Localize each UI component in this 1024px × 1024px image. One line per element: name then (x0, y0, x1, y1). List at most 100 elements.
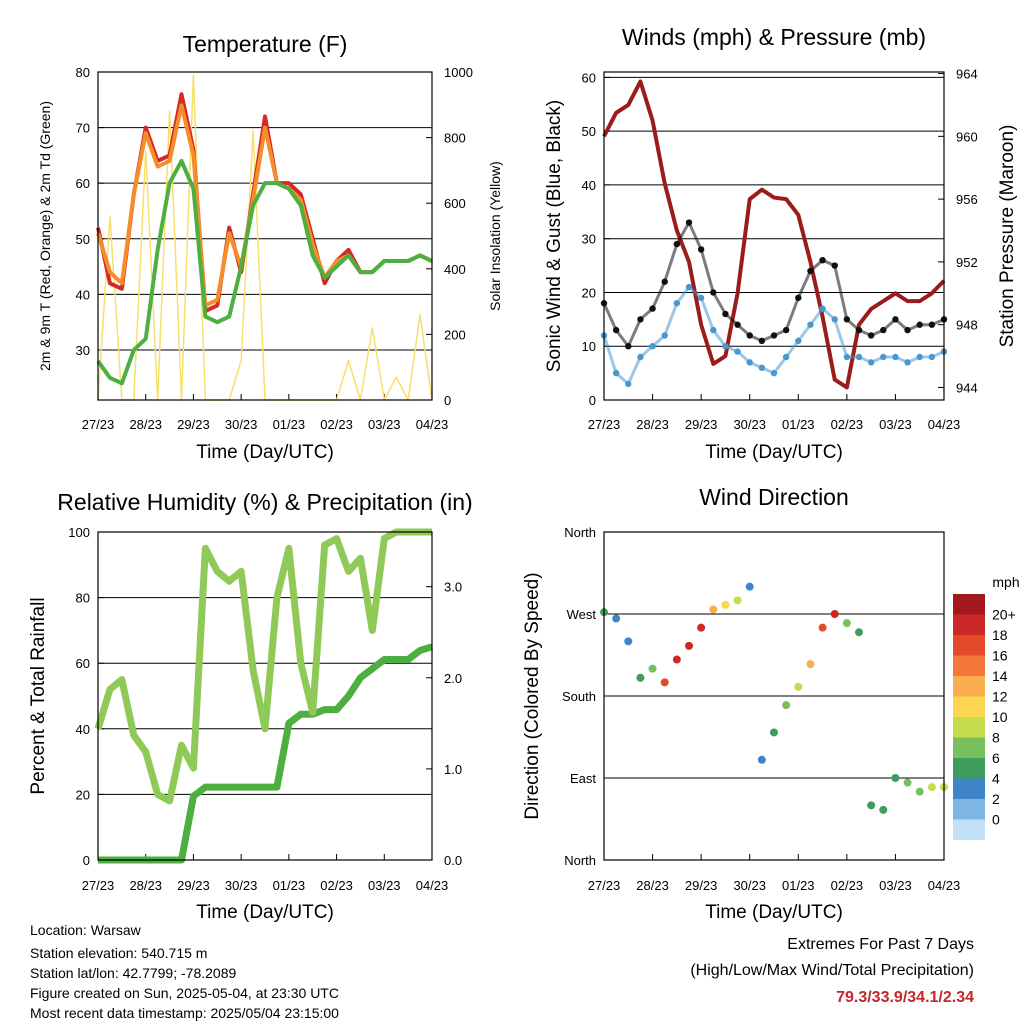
recent-data-text: Most recent data timestamp: 2025/05/04 2… (30, 1005, 339, 1021)
data-point (915, 787, 924, 796)
y-tick-label: 60 (76, 176, 90, 191)
panel-3-xlabel: Time (Day/UTC) (705, 902, 843, 923)
colorbar-swatch (953, 635, 985, 656)
y-tick-label: 20 (76, 787, 90, 802)
y-tick-label: 50 (582, 124, 596, 139)
x-tick-label: 27/23 (588, 878, 621, 893)
y2-tick-label: 200 (444, 327, 466, 342)
y-tick-label: 100 (68, 525, 90, 540)
y2-tick-label: 964 (956, 67, 978, 82)
y-tick-label: 80 (76, 65, 90, 80)
panel-1-title: Winds (mph) & Pressure (mb) (622, 24, 926, 50)
y2-tick-label: 800 (444, 131, 466, 146)
data-point (867, 801, 876, 810)
latlon-text: Station lat/lon: 42.7799; -78.2089 (30, 965, 237, 981)
x-tick-label: 04/23 (416, 878, 449, 893)
x-tick-label: 03/23 (368, 417, 401, 432)
x-tick-label: 02/23 (320, 417, 353, 432)
data-point (770, 728, 778, 737)
panel-2-title: Relative Humidity (%) & Precipitation (i… (57, 489, 472, 515)
x-tick-label: 04/23 (928, 878, 961, 893)
y2-tick-label: 1000 (444, 65, 473, 80)
data-point (927, 783, 936, 792)
x-tick-label: 02/23 (831, 878, 864, 893)
data-point (624, 637, 633, 646)
series-relative-humidity (94, 528, 432, 805)
panel-2-xlabel: Time (Day/UTC) (196, 902, 334, 923)
panel-2-frame (97, 531, 433, 861)
y-tick-label: 40 (76, 722, 90, 737)
y2-tick-label: 600 (444, 196, 466, 211)
data-point (697, 623, 706, 632)
data-point (709, 605, 718, 614)
data-point (903, 778, 912, 787)
colorbar-label: 0 (992, 812, 1000, 828)
data-point (794, 682, 803, 691)
y-tick-label: 0 (83, 853, 90, 868)
x-tick-label: 29/23 (177, 878, 210, 893)
data-point (806, 660, 815, 669)
x-tick-label: 03/23 (879, 417, 912, 432)
colorbar-swatch (953, 614, 985, 635)
colorbar-label: 2 (992, 791, 1000, 807)
colorbar-swatch (953, 778, 985, 799)
y2-tick-label: 0 (444, 393, 451, 408)
colorbar-swatch (953, 594, 985, 615)
series-wind-direction (600, 582, 948, 814)
data-point (612, 614, 621, 623)
x-tick-label: 30/23 (225, 417, 258, 432)
x-tick-label: 29/23 (685, 878, 718, 893)
data-point (733, 596, 742, 605)
created-text: Figure created on Sun, 2025-05-04, at 23… (30, 985, 339, 1001)
panel-1-xlabel: Time (Day/UTC) (705, 442, 843, 463)
x-tick-label: 01/23 (273, 417, 306, 432)
y2-tick-label: 960 (956, 129, 978, 144)
data-point (648, 664, 657, 673)
y2-tick-label: 948 (956, 318, 978, 333)
data-point (818, 623, 827, 632)
colorbar-label: 18 (992, 627, 1008, 643)
x-tick-label: 30/23 (733, 417, 766, 432)
data-point (879, 805, 888, 814)
panel-0-y2label: Solar Insolation (Yellow) (487, 161, 503, 311)
y-tick-label: 20 (582, 285, 596, 300)
y-tick-label: South (562, 689, 596, 704)
x-tick-label: 04/23 (928, 417, 961, 432)
y2-tick-label: 3.0 (444, 580, 462, 595)
x-tick-label: 29/23 (177, 417, 210, 432)
y2-tick-label: 944 (956, 380, 978, 395)
series-line (96, 158, 433, 386)
x-tick-label: 02/23 (320, 878, 353, 893)
panel-1-frame (603, 71, 945, 401)
panel-1-gridlines (603, 73, 945, 401)
y2-tick-label: 1.0 (444, 762, 462, 777)
panel-3-ylabel: Direction (Colored By Speed) (522, 572, 543, 819)
panel-0-frame (97, 71, 433, 401)
series-2m-td (96, 158, 433, 386)
location-text: Location: Warsaw (30, 922, 141, 938)
y-tick-label: 30 (76, 343, 90, 358)
colorbar-swatch (953, 676, 985, 697)
data-point (891, 774, 900, 782)
y-tick-label: 30 (582, 232, 596, 247)
colorbar-label: 8 (992, 730, 1000, 746)
colorbar-label: 10 (992, 709, 1008, 725)
colorbar-label: 16 (992, 648, 1008, 664)
colorbar-label: 14 (992, 668, 1008, 684)
series-line (602, 219, 945, 350)
data-point (685, 641, 693, 650)
x-tick-label: 03/23 (879, 878, 912, 893)
y-tick-label: 80 (76, 591, 90, 606)
series-line (94, 528, 432, 805)
y-tick-label: 60 (582, 70, 596, 85)
panel-3-frame (603, 531, 945, 861)
x-tick-label: 28/23 (129, 417, 162, 432)
colorbar-label: 12 (992, 689, 1008, 705)
data-point (660, 678, 669, 687)
panel-3-gridlines (603, 531, 945, 861)
y-tick-label: 10 (582, 339, 596, 354)
extremes-values: 79.3/33.9/34.1/2.34 (836, 989, 974, 1006)
data-point (636, 673, 645, 682)
data-point (745, 582, 754, 591)
